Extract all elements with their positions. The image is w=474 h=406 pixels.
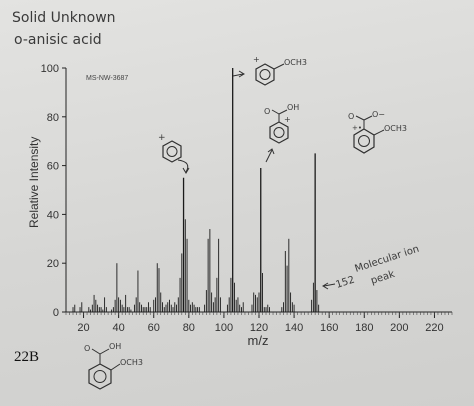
och3-label-3: OCH3: [120, 358, 143, 367]
hydroxybenzoyl-structure: OH O +: [264, 103, 299, 163]
y-tick-label: 60: [47, 161, 59, 173]
x-ticks: 20 40 60 80 100 120 140 160 180 200 220: [77, 312, 444, 334]
x-tick-label: 60: [148, 322, 160, 334]
title-line-2: o-anisic acid: [14, 32, 102, 48]
radical-cation-label: +•: [352, 124, 362, 132]
och3-label-2: OCH3: [384, 124, 407, 133]
ominus-label: O−: [372, 110, 385, 119]
plus-sign-2: +: [253, 55, 260, 64]
o-label-1: O: [264, 107, 270, 116]
plus-sign: +: [158, 133, 166, 143]
molecular-ion-structure: O O− OCH3 +•: [348, 110, 407, 154]
x-tick-label: 120: [250, 322, 268, 334]
oh-label-2: OH: [109, 342, 121, 351]
anisic-acid-structure: O OH OCH3: [84, 342, 143, 390]
peaks: [72, 68, 320, 312]
x-tick-label: 80: [183, 322, 195, 334]
y-ticks: 0 20 40 60 80 100: [41, 63, 66, 319]
x-tick-label: 100: [215, 322, 233, 334]
figure-caption: 22B: [14, 349, 39, 365]
y-tick-label: 100: [41, 63, 59, 75]
molecular-ion-label-line-2: peak: [370, 269, 397, 287]
o-label-2: O: [348, 112, 354, 121]
mz-152-annotation: 152: [335, 274, 357, 290]
o-label-3: O: [84, 344, 90, 353]
x-tick-label: 20: [77, 322, 89, 334]
x-tick-label: 140: [285, 322, 303, 334]
source-code-label: MS-NW-3687: [86, 75, 128, 82]
plus-sign-3: +: [284, 115, 291, 124]
y-axis-label: Relative Intensity: [27, 137, 41, 228]
y-tick-label: 40: [47, 209, 59, 221]
x-tick-label: 200: [390, 322, 408, 334]
x-tick-label: 180: [355, 322, 373, 334]
y-tick-label: 80: [47, 112, 59, 124]
y-tick-label: 0: [53, 307, 59, 319]
x-minor-ticks: [65, 312, 453, 315]
och3-label-1: OCH3: [284, 58, 307, 67]
oh-label-1: OH: [287, 103, 299, 112]
x-tick-label: 40: [113, 322, 125, 334]
x-tick-label: 220: [425, 322, 443, 334]
phenyl-cation-structure: +: [158, 133, 190, 174]
x-axis-label: m/z: [248, 333, 269, 348]
methoxyphenyl-cation-structure: + OCH3: [232, 55, 307, 86]
y-tick-label: 20: [47, 258, 59, 270]
x-tick-label: 160: [320, 322, 338, 334]
molecular-ion-annotation: 152 Molecular ion peak: [322, 244, 421, 291]
title-line-1: Solid Unknown: [12, 10, 116, 26]
